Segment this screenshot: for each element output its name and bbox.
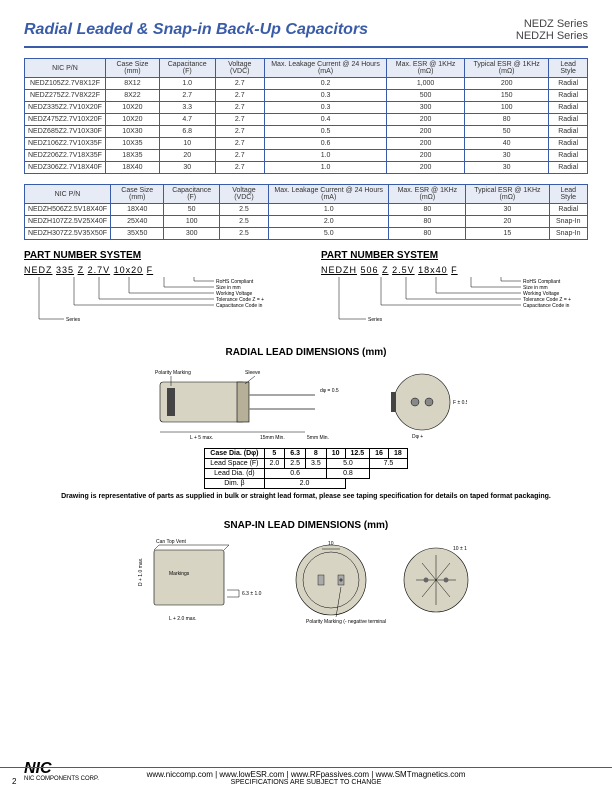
pns-bracket-diagram: RoHS Compliant Size in mm Working Voltag…: [24, 275, 264, 327]
footer: www.niccomp.com | www.lowESR.com | www.R…: [0, 767, 612, 786]
svg-text:10: 10: [328, 541, 334, 547]
svg-text:5mm Min.: 5mm Min.: [307, 435, 329, 441]
svg-text:Sleeve: Sleeve: [245, 370, 261, 376]
svg-text:Dφ +: Dφ +: [412, 434, 423, 440]
radial-end-diagram: Dφ + F ± 0.5: [387, 362, 467, 442]
svg-text:10 ± 1: 10 ± 1: [453, 546, 467, 552]
series-names: NEDZ Series NEDZH Series: [516, 18, 588, 42]
snapin-side-diagram: Markings Can Top Vent D + 1.0 max. L + 2…: [134, 535, 274, 625]
svg-text:Capacitance Code in uF, first: Capacitance Code in uF, first 2 digits a…: [523, 303, 571, 309]
svg-text:Polarity Marking (- negative t: Polarity Marking (- negative terminal ma…: [306, 619, 386, 625]
svg-text:F ± 0.5: F ± 0.5: [453, 400, 467, 406]
svg-text:Series: Series: [368, 317, 383, 323]
svg-text:L + 2.0 max.: L + 2.0 max.: [169, 616, 196, 622]
pns-nedz: PART NUMBER SYSTEM NEDZ 335 Z 2.7V 10x20…: [24, 250, 291, 329]
page-title: Radial Leaded & Snap-in Back-Up Capacito…: [24, 21, 368, 39]
radial-dimensions: RADIAL LEAD DIMENSIONS (mm) Polarity Mar…: [24, 347, 588, 501]
spec-table-1: NIC P/NCase Size (mm)Capacitance (F)Volt…: [24, 58, 588, 174]
header: Radial Leaded & Snap-in Back-Up Capacito…: [24, 18, 588, 48]
svg-text:Capacitance Code in uF, first: Capacitance Code in uF, first 2 digits a…: [216, 303, 264, 309]
svg-text:15mm Min.: 15mm Min.: [260, 435, 285, 441]
radial-dim-table: Case Dia. (Dφ)56.381012.51618 Lead Space…: [204, 448, 407, 489]
radial-side-diagram: Polarity Marking Sleeve dφ = 0.5 L + 5 m…: [145, 362, 375, 442]
spec-table-2: NIC P/NCase Size (mm)Capacitance (F)Volt…: [24, 184, 588, 240]
svg-text:6.3 ± 1.0: 6.3 ± 1.0: [242, 591, 262, 597]
svg-text:Markings: Markings: [169, 571, 190, 577]
pns-code: NEDZ 335 Z 2.7V 10x20 F: [24, 265, 291, 275]
part-number-systems: PART NUMBER SYSTEM NEDZ 335 Z 2.7V 10x20…: [24, 250, 588, 329]
snapin-dimensions: SNAP-IN LEAD DIMENSIONS (mm) Markings Ca…: [24, 520, 588, 625]
snapin-bottom-diagram: 10 Polarity Marking (- negative terminal…: [286, 535, 386, 625]
svg-text:Polarity Marking: Polarity Marking: [155, 370, 191, 376]
svg-text:Series: Series: [66, 317, 81, 323]
svg-text:D + 1.0 max.: D + 1.0 max.: [138, 557, 144, 585]
pns-bracket-diagram: RoHS Compliant Size in mm Working Voltag…: [321, 275, 571, 327]
svg-text:Can Top Vent: Can Top Vent: [156, 539, 187, 545]
pns-nedzh: PART NUMBER SYSTEM NEDZH 506 Z 2.5V 18x4…: [321, 250, 588, 329]
snapin-top-diagram: 10 ± 1: [398, 535, 478, 625]
svg-text:dφ = 0.5: dφ = 0.5: [320, 388, 339, 394]
svg-text:L + 5 max.: L + 5 max.: [190, 435, 213, 441]
pns-code: NEDZH 506 Z 2.5V 18x40 F: [321, 265, 588, 275]
